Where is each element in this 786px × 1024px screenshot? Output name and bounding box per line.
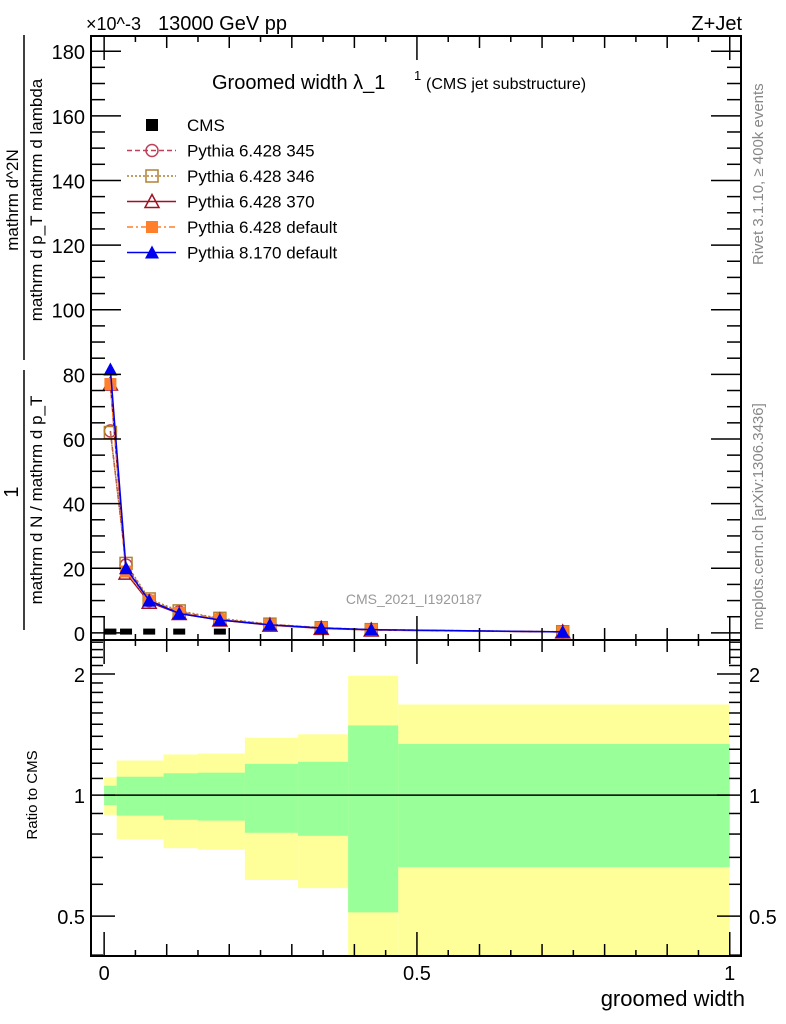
y-tick-label: 120 (52, 236, 85, 258)
data-point-cms (213, 628, 226, 635)
data-point-pythia-8-170-default (262, 617, 277, 631)
data-point-pythia-8-170-default (364, 622, 379, 636)
legend-label-pythia-6-428-345: Pythia 6.428 345 (187, 142, 315, 161)
y-multiplier: ×10^-3 (86, 14, 141, 34)
y-tick-label: 100 (52, 301, 85, 323)
ratio-band-stat-bin (348, 725, 399, 913)
x-tick-label: 0.5 (403, 963, 431, 985)
data-point-pythia-8-170-default (103, 362, 118, 376)
y-label-frac2-num: mathrm d^2N (3, 149, 22, 251)
ratio-band-stat-bin (116, 776, 164, 816)
y-tick-label: 20 (63, 559, 85, 581)
header-left: 13000 GeV pp (158, 13, 287, 35)
legend-marker-cms (146, 119, 158, 131)
chart-title: Groomed width λ_1 (212, 72, 385, 94)
mcplots-label: mcplots.cern.ch [arXiv:1306.3436] (750, 403, 767, 630)
legend-label-cms: CMS (187, 116, 225, 135)
chart-subtitle: (CMS jet substructure) (426, 76, 586, 93)
data-point-pythia-8-170-default (555, 624, 570, 638)
y-tick-label: 160 (52, 107, 85, 129)
y-tick-label: 0 (74, 624, 85, 646)
x-axis-label: groomed width (601, 986, 745, 1011)
y-label-frac1-num: 1 (1, 486, 23, 497)
data-point-pythia-8-170-default (119, 561, 134, 575)
ratio-y-axis-label: Ratio to CMS (24, 750, 41, 839)
y-tick-label: 40 (63, 495, 85, 517)
ratio-band-stat-bin (163, 773, 198, 820)
data-point-cms (143, 628, 156, 635)
rivet-label: Rivet 3.1.10, ≥ 400k events (750, 83, 767, 265)
header-right: Z+Jet (691, 13, 742, 35)
legend-marker-pythia-6-428-345 (145, 143, 159, 158)
y-axis-label: 1 mathrm d N / mathrm d p_T mathrm d^2N … (1, 35, 46, 630)
data-point-pythia-6-428-default (104, 378, 117, 391)
data-point-pythia-8-170-default (212, 612, 227, 626)
series-line-pythia-8-170-default (109, 369, 563, 633)
series-line-pythia-6-428-345 (109, 430, 563, 633)
x-tick-label: 0 (99, 963, 110, 985)
series-line-pythia-6-428-346 (109, 432, 563, 633)
data-point-pythia-8-170-default (314, 621, 329, 635)
data-point-pythia-8-170-default (172, 606, 187, 620)
data-point-pythia-8-170-default (142, 593, 157, 607)
legend-label-pythia-6-428-346: Pythia 6.428 346 (187, 167, 315, 186)
legend-marker-pythia-6-428-346 (145, 169, 159, 183)
legend: CMS Pythia 6.428 345 Pythia 6.428 346 Pythi… (127, 116, 338, 263)
y-tick-label: 140 (52, 171, 85, 193)
y-label-frac1-den: mathrm d N / mathrm d p_T (27, 396, 46, 605)
legend-label-pythia-8-170-default: Pythia 8.170 default (187, 244, 338, 263)
y-tick-label: 180 (52, 42, 85, 64)
data-point-cms (120, 628, 133, 635)
series-line-pythia-6-428-default (109, 383, 563, 633)
data-point-cms (104, 628, 117, 635)
series-line-pythia-6-428-370 (109, 383, 563, 633)
ratio-band-stat-bin (298, 761, 349, 836)
y-tick-label: 60 (63, 430, 85, 452)
legend-marker-pythia-6-428-370 (143, 192, 161, 209)
legend-marker-pythia-8-170-default (145, 245, 159, 259)
y-tick-label: 80 (63, 365, 85, 387)
ratio-y-tick-label-right: 2 (749, 665, 760, 687)
ratio-y-tick-label-right: 1 (749, 786, 760, 808)
legend-label-pythia-6-428-default: Pythia 6.428 default (187, 218, 338, 237)
legend-marker-pythia-6-428-default (146, 221, 158, 233)
ratio-y-tick-label: 1 (74, 786, 85, 808)
ratio-plot-frame (90, 639, 742, 957)
ratio-y-tick-label: 2 (74, 665, 85, 687)
ratio-band-stat-bin (244, 763, 299, 833)
x-tick-label: 1 (724, 963, 735, 985)
legend-label-pythia-6-428-370: Pythia 6.428 370 (187, 193, 315, 212)
ratio-band-stat-bin (197, 772, 245, 821)
ratio-y-tick-label-right: 0.5 (749, 907, 777, 929)
chart-title-superscript: 1 (414, 68, 421, 83)
analysis-watermark: CMS_2021_I1920187 (346, 591, 482, 607)
ratio-band-stat-bin (398, 743, 730, 868)
y-label-frac2-den: mathrm d p_T mathrm d lambda (27, 78, 46, 321)
data-point-cms (173, 628, 186, 635)
ratio-y-tick-label: 0.5 (57, 907, 85, 929)
